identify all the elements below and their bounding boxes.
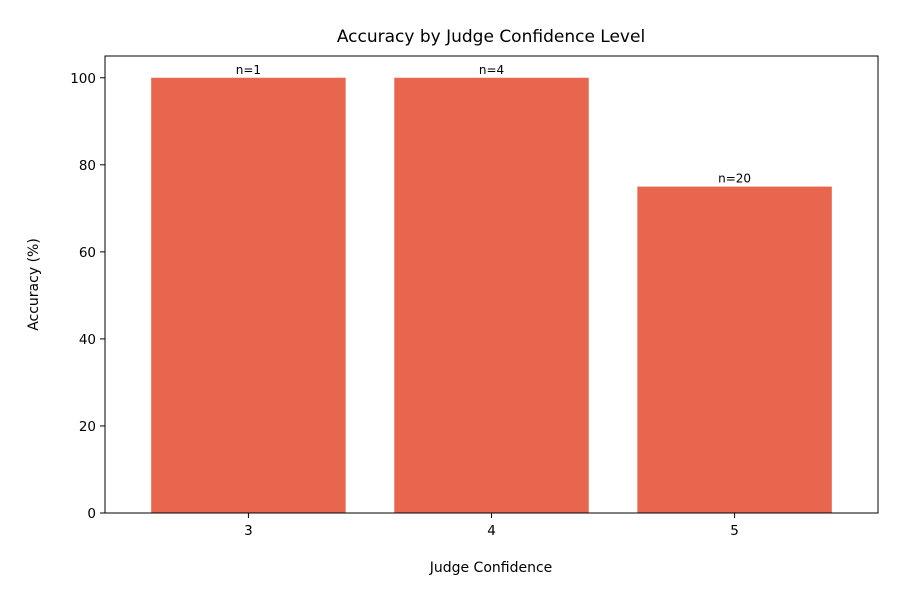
y-axis-label: Accuracy (%) (26, 238, 42, 331)
y-tick-label: 60 (79, 245, 96, 261)
bar-value-label: n=1 (236, 63, 261, 77)
y-tick-label: 0 (87, 506, 96, 522)
bar-value-label: n=20 (718, 172, 751, 186)
plot-frame (104, 55, 879, 514)
bar-5 (637, 186, 832, 514)
chart-title: Accuracy by Judge Confidence Level (337, 27, 645, 47)
bar-3 (151, 77, 346, 513)
y-tick-label: 20 (79, 419, 96, 435)
y-axis: 0 20 40 60 80 100 (70, 71, 105, 522)
x-tick-label: 3 (244, 523, 253, 539)
bar-value-label: n=4 (479, 63, 504, 77)
x-tick-label: 4 (487, 523, 496, 539)
bars-group (151, 77, 832, 514)
bar-4 (394, 77, 589, 513)
x-axis: 3 4 5 (244, 513, 739, 539)
x-axis-label: Judge Confidence (429, 560, 553, 576)
bar-labels-group: n=1 n=4 n=20 (236, 63, 751, 186)
x-tick-label: 5 (730, 523, 739, 539)
y-tick-label: 100 (70, 71, 96, 87)
y-tick-label: 40 (79, 332, 96, 348)
y-tick-label: 80 (79, 158, 96, 174)
